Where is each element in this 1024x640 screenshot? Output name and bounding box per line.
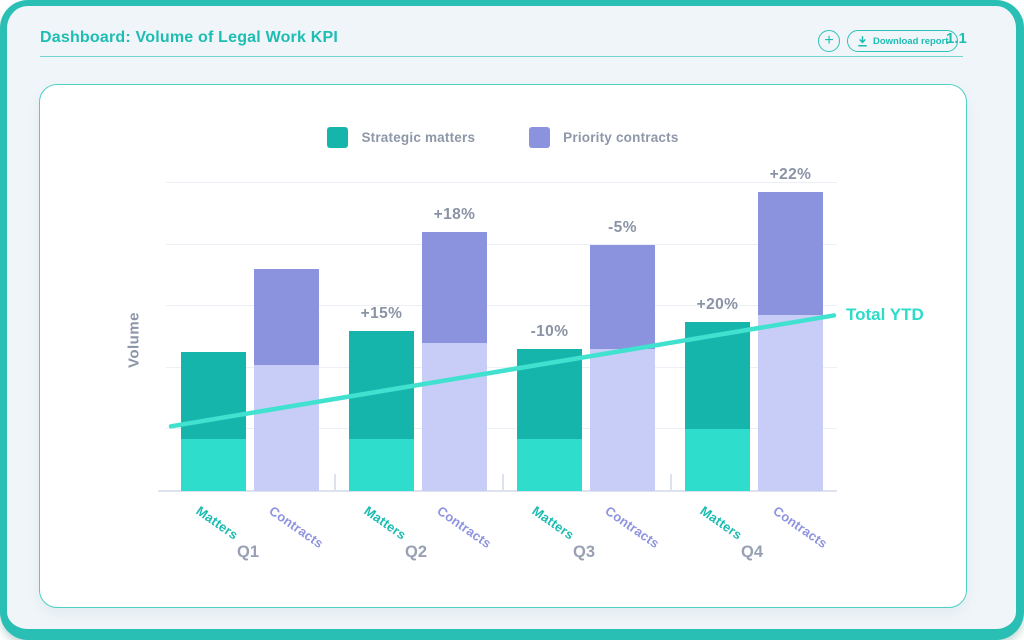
bar-segment-base <box>685 429 750 491</box>
bar-segment-base <box>758 315 823 491</box>
bar-segment-base <box>254 364 319 491</box>
bar-segment-current <box>349 330 414 439</box>
x-label-q4-contracts: Contracts <box>770 503 831 552</box>
trend-line-label: Total YTD <box>846 305 924 324</box>
download-icon <box>858 35 867 46</box>
gridline <box>166 305 837 307</box>
bar-segment-current <box>254 269 319 365</box>
x-label-q2-matters: Matters <box>361 503 410 543</box>
legend-item-strategic-matters[interactable]: Strategic matters <box>327 127 475 148</box>
legend-swatch-priority-contracts <box>529 127 551 148</box>
download-button-label: Download report <box>873 35 949 47</box>
add-button[interactable]: + <box>818 30 840 52</box>
x-axis-tick <box>334 474 336 491</box>
x-label-q3-contracts: Contracts <box>602 503 663 552</box>
bar-q2-contracts[interactable] <box>422 232 487 491</box>
page-title: Dashboard: Volume of Legal Work KPI <box>40 29 338 46</box>
bar-q4-contracts[interactable] <box>758 192 823 491</box>
x-axis-tick <box>502 474 504 491</box>
y-axis-title: Volume <box>125 311 143 369</box>
bar-q1-matters[interactable] <box>181 352 246 491</box>
bar-segment-base <box>422 343 487 491</box>
bar-segment-current <box>590 244 655 350</box>
legend-label-priority-contracts: Priority contracts <box>563 130 679 145</box>
change-label-q2-matters: +15% <box>360 304 403 322</box>
change-label-q3-contracts: -5% <box>608 218 637 236</box>
x-label-q4-matters: Matters <box>697 503 746 543</box>
bar-segment-current <box>758 192 823 316</box>
quarter-label-q1: Q1 <box>236 543 260 561</box>
bar-segment-current <box>517 349 582 439</box>
chart-card: Strategic matters Priority contracts Vol… <box>39 84 967 608</box>
header-divider <box>40 56 963 57</box>
x-label-q1-contracts: Contracts <box>266 503 327 552</box>
gridline <box>166 428 837 430</box>
x-axis-baseline <box>158 489 837 492</box>
plus-icon: + <box>824 31 834 49</box>
x-label-q3-matters: Matters <box>529 503 578 543</box>
x-label-q2-contracts: Contracts <box>434 503 495 552</box>
quarter-label-q3: Q3 <box>572 543 596 561</box>
legend-label-strategic-matters: Strategic matters <box>361 130 476 145</box>
bar-segment-current <box>685 321 750 430</box>
bar-segment-base <box>590 349 655 491</box>
bar-segment-current <box>422 232 487 344</box>
bar-segment-base <box>349 438 414 491</box>
legend-item-priority-contracts[interactable]: Priority contracts <box>529 127 678 148</box>
change-label-q2-contracts: +18% <box>433 206 476 224</box>
bar-segment-base <box>181 438 246 491</box>
x-label-q1-matters: Matters <box>193 503 242 543</box>
bar-q4-matters[interactable] <box>685 321 750 491</box>
version-badge: 1.1 <box>946 30 967 47</box>
bar-segment-current <box>181 352 246 439</box>
change-label-q4-contracts: +22% <box>769 166 812 184</box>
quarter-label-q2: Q2 <box>404 543 428 561</box>
change-label-q4-matters: +20% <box>696 295 739 313</box>
x-axis-tick <box>670 474 672 491</box>
bar-q3-contracts[interactable] <box>590 244 655 491</box>
quarter-label-q4: Q4 <box>740 543 764 561</box>
change-label-q3-matters: -10% <box>530 323 569 341</box>
chart-legend: Strategic matters Priority contracts <box>40 127 966 148</box>
legend-swatch-strategic-matters <box>327 127 349 148</box>
gridline <box>166 243 837 245</box>
bar-segment-base <box>517 438 582 491</box>
gridline <box>166 182 837 183</box>
bar-q1-contracts[interactable] <box>254 269 319 491</box>
download-report-button[interactable]: Download report <box>847 30 959 52</box>
bar-q2-matters[interactable] <box>349 330 414 491</box>
plot-area: +15% +18% -10% -5% +20% +22% <box>158 166 837 492</box>
bar-q3-matters[interactable] <box>517 349 582 491</box>
